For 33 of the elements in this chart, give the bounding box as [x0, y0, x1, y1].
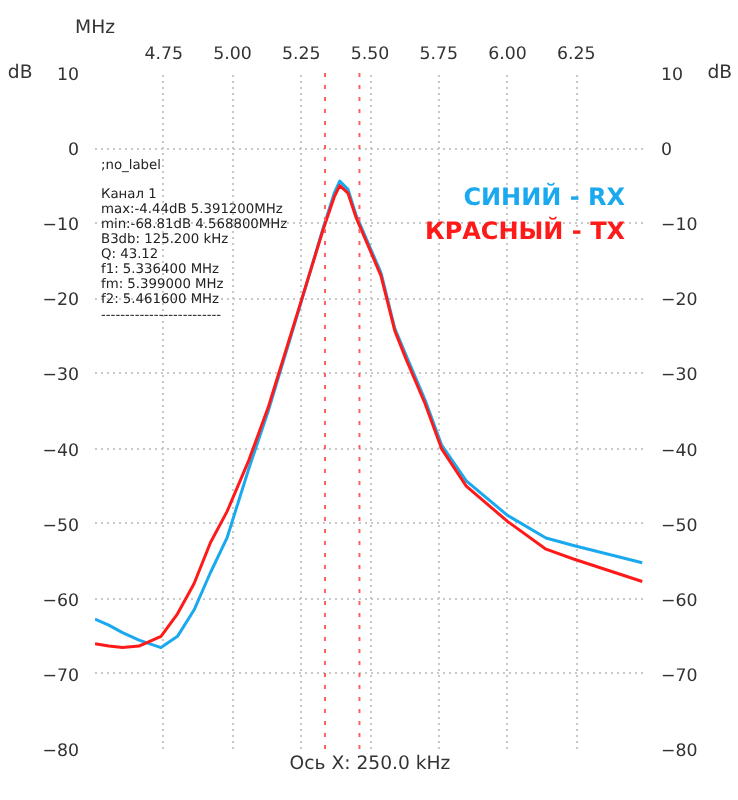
x-tick-label: 5.50	[350, 45, 390, 65]
x-tick-label: 5.00	[213, 45, 252, 65]
y-tick-label: −40	[42, 441, 80, 462]
x-tick-label: 6.25	[556, 45, 596, 65]
x-tick-label: 5.25	[281, 45, 321, 65]
y2-tick-label: −20	[661, 291, 698, 312]
y2-axis-title: dB	[707, 62, 733, 84]
y2-tick-label: −50	[661, 516, 698, 537]
y-axis-title: dB	[7, 62, 33, 84]
y2-tick-label: −10	[661, 216, 698, 237]
y2-tick-label: −60	[661, 591, 698, 612]
y2-tick-label: 10	[661, 66, 684, 86]
y-tick-label: 10	[56, 66, 79, 86]
y2-tick-label: −40	[661, 441, 698, 462]
y-tick-label: −50	[42, 516, 80, 537]
y-tick-label: −80	[42, 742, 80, 762]
y-tick-label: 0	[67, 141, 80, 162]
y2-tick-label: −70	[661, 666, 698, 687]
x-tick-label: 4.75	[144, 45, 184, 65]
text: Ось X: 250.0 kHz	[289, 753, 451, 775]
x-axis-title: MHz	[75, 17, 116, 39]
x-tick-label: 6.00	[488, 45, 527, 65]
y-tick-label: −60	[42, 591, 80, 612]
text: СИНИЙ - RX	[463, 181, 627, 211]
y2-tick-label: −80	[661, 742, 698, 762]
y-tick-label: −10	[42, 216, 80, 237]
y-tick-label: −70	[42, 666, 80, 687]
y2-tick-label: −30	[661, 366, 698, 387]
y2-tick-label: 0	[661, 141, 673, 162]
text: КРАСНЫЙ - TX	[425, 215, 627, 245]
x-tick-label: 5.75	[419, 45, 459, 65]
y-tick-label: −20	[42, 291, 80, 312]
y-tick-label: −30	[42, 366, 80, 387]
